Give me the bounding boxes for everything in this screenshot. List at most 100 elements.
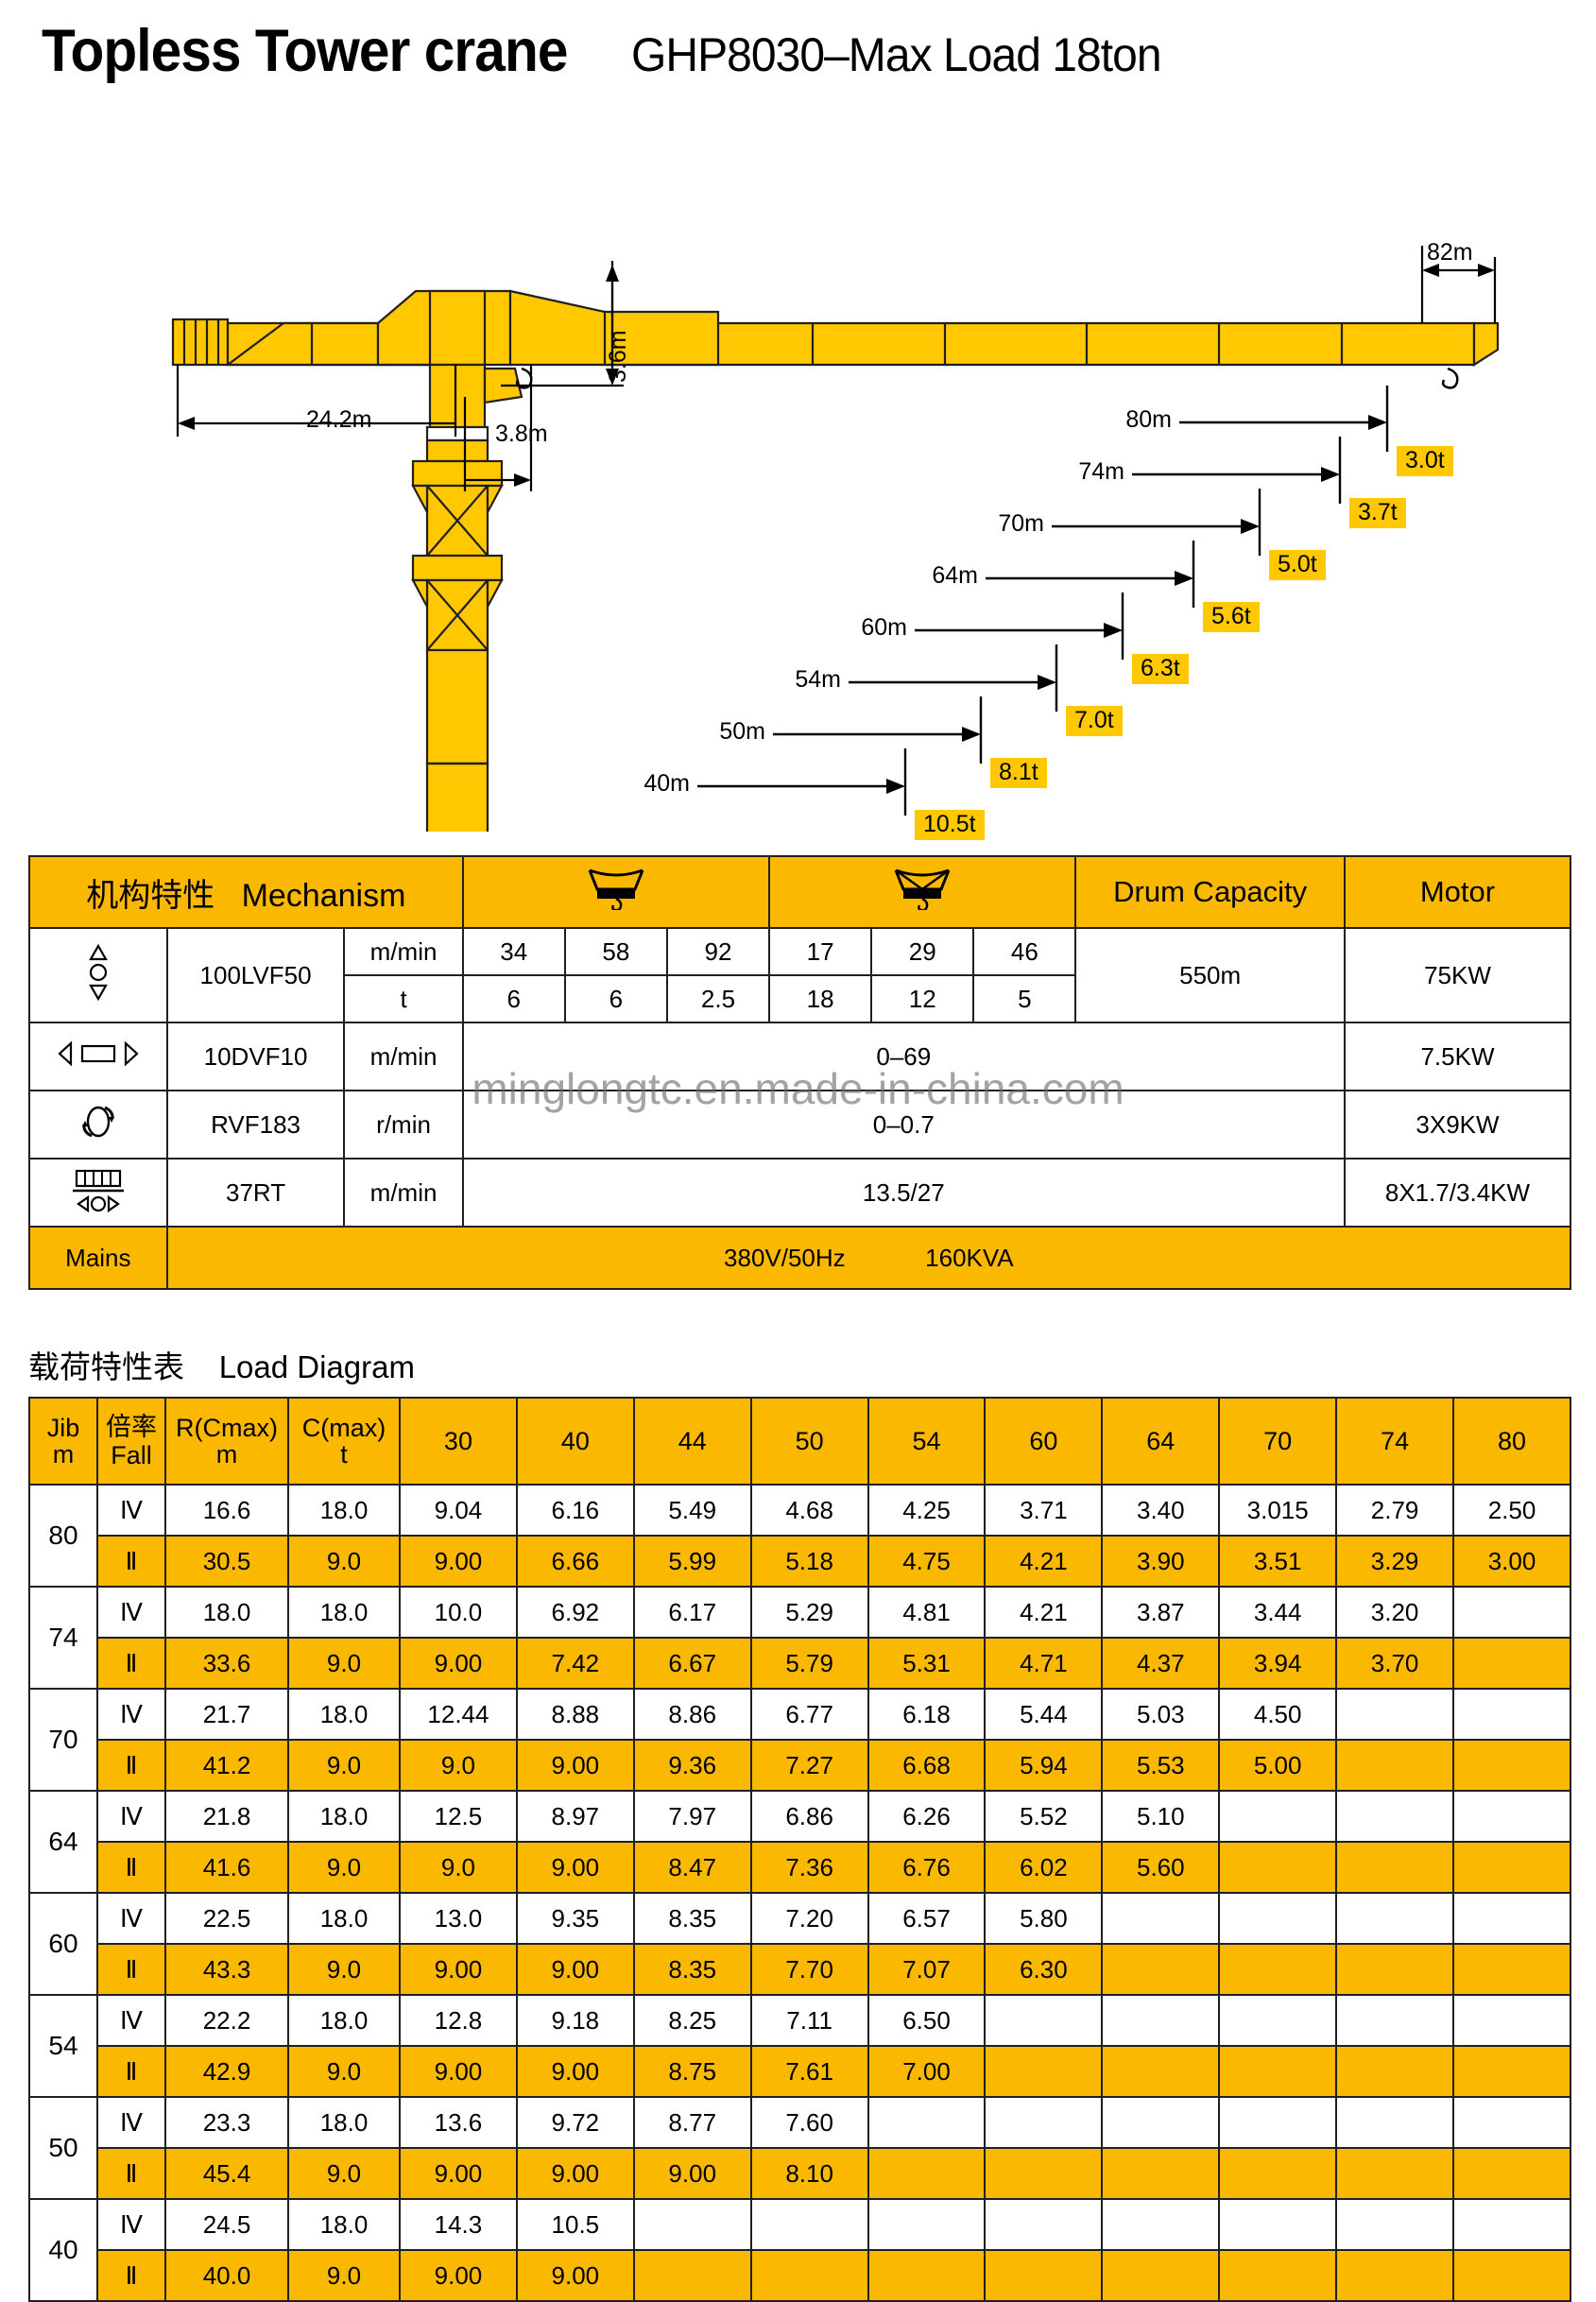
cell-load-at-70m: 4.50	[1218, 1688, 1338, 1741]
cell-fall: Ⅳ	[96, 1994, 166, 2047]
cell-cmax: 18.0	[287, 1688, 401, 1741]
cell-load-at-60m	[984, 2147, 1104, 2200]
header-radius-50: 50	[749, 1397, 869, 1486]
table-row: Ⅱ 42.9 9.0 9.00 9.00 8.75 7.61 7.00	[29, 2045, 1571, 2098]
hook-2fall-glyph	[588, 868, 644, 912]
cell-load-at-80m: 2.50	[1452, 1484, 1571, 1537]
cell-load-at-44m	[632, 2198, 752, 2251]
cell-rcmax: 24.5	[164, 2198, 289, 2251]
cell-load-at-50m: 7.36	[749, 1841, 869, 1894]
table-row: Ⅱ 30.5 9.0 9.00 6.66 5.99 5.18 4.75 4.21 3.90 3.51…	[29, 1535, 1571, 1588]
cell-load-at-54m: 6.57	[867, 1892, 987, 1945]
table-row: Ⅱ 45.4 9.0 9.00 9.00 9.00 8.10	[29, 2147, 1571, 2200]
cell-load-at-60m: 5.52	[984, 1790, 1104, 1843]
cell-load-at-70m: 3.94	[1218, 1637, 1338, 1690]
cell-load-at-30m: 9.0	[399, 1841, 518, 1894]
hoist-load-4: 18	[768, 974, 873, 1023]
hook-4fall-glyph	[894, 868, 951, 912]
cell-load-at-74m: 3.70	[1335, 1637, 1455, 1690]
header-radius-74: 74	[1335, 1397, 1455, 1486]
cell-load-at-80m	[1452, 1943, 1571, 1996]
cell-load-at-64m: 3.87	[1101, 1586, 1221, 1639]
cell-fall: Ⅱ	[96, 1535, 166, 1588]
cell-load-at-30m: 13.6	[399, 2096, 518, 2149]
header-radius-54: 54	[867, 1397, 987, 1486]
cell-load-at-50m: 5.29	[749, 1586, 869, 1639]
cell-rcmax: 22.5	[164, 1892, 289, 1945]
dim-counterjib-label: 24.2m	[306, 406, 372, 433]
cell-fall: Ⅱ	[96, 2147, 166, 2200]
cell-load-at-64m	[1101, 1943, 1221, 1996]
cell-load-at-60m: 5.44	[984, 1688, 1104, 1741]
cell-load-at-30m: 10.0	[399, 1586, 518, 1639]
cell-load-at-40m: 9.00	[515, 2147, 635, 2200]
cell-load-at-44m: 9.36	[632, 1739, 752, 1792]
cell-load-at-30m: 9.00	[399, 2249, 518, 2302]
cell-load-at-64m: 5.10	[1101, 1790, 1221, 1843]
cell-load-at-60m	[984, 2249, 1104, 2302]
mechanism-header-title-cn: 机构特性	[86, 876, 215, 915]
trolley-glyph	[58, 1039, 139, 1067]
cell-load-at-40m: 9.00	[515, 1943, 635, 1996]
cell-load-at-44m: 8.77	[632, 2096, 752, 2149]
title-main-text: Topless Tower crane	[42, 18, 568, 84]
hoist-load-unit: t	[343, 974, 464, 1023]
trolley-unit: m/min	[343, 1022, 464, 1091]
hoisting-up-down-icon	[28, 927, 168, 1023]
cell-load-at-64m: 5.60	[1101, 1841, 1221, 1894]
cell-load-at-50m: 7.27	[749, 1739, 869, 1792]
table-row: 50 Ⅳ 23.3 18.0 13.6 9.72 8.77 7.60	[28, 2096, 1571, 2200]
mechanism-header-title: 机构特性 Mechanism	[28, 855, 464, 929]
crane-elevation-diagram: 24.2m 3.8m 3.6m 82m 80m 74m 70m 64m 60m …	[0, 85, 1596, 840]
cell-load-at-30m: 12.8	[399, 1994, 518, 2047]
cell-load-at-54m	[867, 2096, 987, 2149]
cell-fall: Ⅱ	[96, 2045, 166, 2098]
cell-load-at-30m: 9.00	[399, 1535, 518, 1588]
cell-load-at-70m: 3.51	[1218, 1535, 1338, 1588]
cell-jib-length: 50	[28, 2096, 98, 2200]
step-radius-60m: 60m	[861, 614, 907, 641]
cell-load-at-50m: 6.77	[749, 1688, 869, 1741]
cell-fall: Ⅳ	[96, 1790, 166, 1843]
cell-rcmax: 30.5	[164, 1535, 289, 1588]
cell-load-at-40m: 7.42	[515, 1637, 635, 1690]
load-tag-60m: 6.3t	[1132, 654, 1189, 684]
cell-fall: Ⅱ	[96, 1739, 166, 1792]
step-radius-54m: 54m	[795, 666, 841, 693]
cell-load-at-60m	[984, 2198, 1104, 2251]
cell-load-at-74m	[1335, 2249, 1455, 2302]
cell-load-at-44m: 8.47	[632, 1841, 752, 1894]
cell-load-at-64m	[1101, 2045, 1221, 2098]
cell-fall: Ⅳ	[96, 2198, 166, 2251]
header-rcmax: R(Cmax) m	[164, 1397, 289, 1486]
header-radius-60: 60	[984, 1397, 1104, 1486]
climbing-glyph	[72, 1169, 124, 1212]
cell-load-at-44m	[632, 2249, 752, 2302]
mains-voltage: 380V/50Hz	[724, 1243, 846, 1272]
cell-load-at-70m	[1218, 1943, 1338, 1996]
cell-load-at-30m: 14.3	[399, 2198, 518, 2251]
cell-load-at-50m: 7.61	[749, 2045, 869, 2098]
hoist-load-6: 5	[972, 974, 1077, 1023]
drum-capacity-value: 550m	[1074, 927, 1346, 1023]
trolley-icon	[28, 1022, 168, 1091]
cell-load-at-70m	[1218, 2096, 1338, 2149]
slewing-value: 0–0.7	[461, 1090, 1346, 1160]
table-row: 80 Ⅳ 16.6 18.0 9.04 6.16 5.49 4.68 4.25 3.71 3.40 3…	[28, 1484, 1571, 1588]
cell-rcmax: 45.4	[164, 2147, 289, 2200]
mechanism-header-title-en: Mechanism	[241, 877, 406, 914]
cell-load-at-40m: 6.92	[515, 1586, 635, 1639]
hook-4fall-icon	[768, 855, 1077, 929]
cell-cmax: 9.0	[287, 1637, 401, 1690]
cell-rcmax: 18.0	[164, 1586, 289, 1639]
cell-load-at-64m	[1101, 1994, 1221, 2047]
step-radius-74m: 74m	[1078, 458, 1124, 485]
cell-load-at-64m	[1101, 2249, 1221, 2302]
cell-cmax: 18.0	[287, 1892, 401, 1945]
climbing-model: 37RT	[165, 1158, 346, 1228]
cell-load-at-54m	[867, 2147, 987, 2200]
table-row: Ⅱ 41.6 9.0 9.0 9.00 8.47 7.36 6.76 6.02 5.60	[29, 1841, 1571, 1894]
step-radius-70m: 70m	[998, 510, 1044, 537]
cell-load-at-70m	[1218, 1892, 1338, 1945]
cell-load-at-74m	[1335, 2198, 1455, 2251]
